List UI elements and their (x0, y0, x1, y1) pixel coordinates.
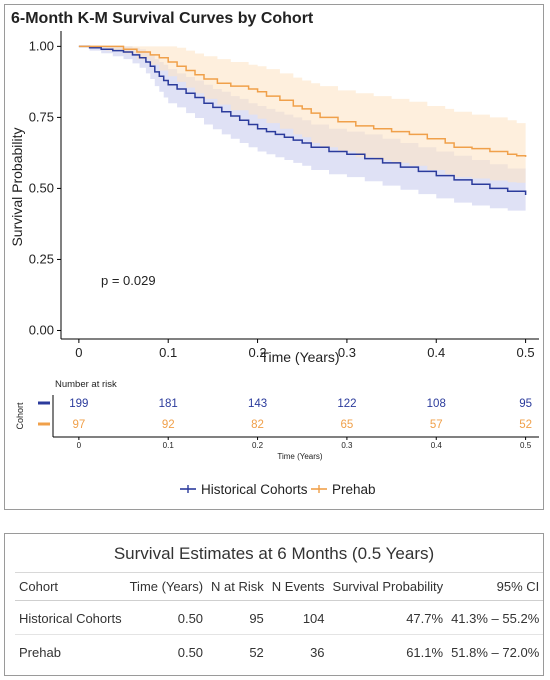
cell-ci: 51.8% – 72.0% (447, 634, 544, 668)
cell-n-at-risk: 95 (249, 611, 264, 626)
p-value-annotation: p = 0.029 (101, 273, 156, 288)
km-curve-historical (78, 45, 527, 195)
x-axis-label: Time (Years) (260, 349, 339, 365)
cell-time: 0.50 (125, 634, 208, 668)
risk-count: 122 (337, 398, 356, 410)
col-header-n-at-risk: N at Risk (207, 572, 268, 601)
risk-count: 65 (341, 419, 354, 431)
cell-survival: 61.1% (328, 634, 448, 668)
survival-estimates-table: Cohort Time (Years) N at Risk N Events S… (15, 572, 544, 668)
y-tick-label: 1.00 (29, 38, 54, 53)
legend-label-historical: Historical Cohorts (201, 482, 308, 497)
col-header-time: Time (Years) (125, 572, 208, 601)
y-tick-label: 0.75 (29, 109, 54, 124)
risk-count: 97 (72, 419, 85, 431)
cell-ci: 41.3% – 55.2% (451, 611, 540, 626)
risk-count: 108 (427, 398, 446, 410)
risk-x-tick-label: 0.2 (252, 441, 264, 450)
cell-n-at-risk: 52 (207, 634, 268, 668)
ci-band-prehab (78, 46, 526, 184)
risk-table-header: Number at risk (55, 379, 117, 390)
col-header-cohort: Cohort (15, 572, 126, 601)
col-header-n-events: N Events (267, 572, 329, 601)
km-chart-svg: 6-Month K-M Survival Curves by Cohort 0.0… (9, 10, 539, 497)
risk-x-tick-label: 0 (77, 441, 82, 450)
risk-count: 52 (519, 419, 532, 431)
cell-cohort: Historical Cohorts (19, 611, 122, 626)
risk-x-tick-label: 0.1 (163, 441, 175, 450)
x-tick-label: 0.5 (517, 345, 535, 360)
col-header-survival: Survival Probability (328, 572, 448, 601)
risk-count: 181 (159, 398, 178, 410)
risk-table-side-label: Cohort (15, 402, 25, 430)
risk-count: 95 (519, 398, 532, 410)
cell-survival: 47.7% (406, 611, 444, 626)
estimates-table-title: Survival Estimates at 6 Months (0.5 Year… (113, 544, 435, 563)
risk-count: 199 (69, 398, 88, 410)
y-tick-label: 0.50 (29, 180, 54, 195)
table-row: Historical Cohorts 0.50 95 104 47.7% 41.… (15, 601, 543, 635)
cell-n-events: 36 (267, 634, 329, 668)
x-tick-label: 0.4 (427, 345, 445, 360)
cell-cohort: Prehab (15, 634, 126, 668)
risk-x-tick-label: 0.4 (431, 441, 443, 450)
risk-count: 143 (248, 398, 267, 410)
legend-label-prehab: Prehab (332, 482, 376, 497)
cell-time: 0.50 (177, 611, 204, 626)
y-tick-label: 0.25 (29, 251, 54, 266)
survival-estimates-panel: Survival Estimates at 6 Months (0.5 Year… (4, 533, 544, 676)
chart-title: 6-Month K-M Survival Curves by Cohort (11, 10, 314, 27)
x-tick-label: 0.2 (249, 345, 267, 360)
x-tick-label: 0.1 (159, 345, 177, 360)
x-tick-label: 0 (75, 345, 82, 360)
km-chart-panel: 6-Month K-M Survival Curves by Cohort 0.0… (4, 4, 544, 510)
risk-x-tick-label: 0.3 (341, 441, 353, 450)
col-header-ci: 95% CI (447, 572, 544, 601)
risk-count: 92 (162, 419, 175, 431)
risk-count: 57 (430, 419, 443, 431)
y-tick-label: 0.00 (29, 322, 54, 337)
risk-x-tick-label: 0.5 (520, 441, 532, 450)
risk-count: 82 (251, 419, 264, 431)
cell-n-events: 104 (302, 611, 325, 626)
risk-x-axis-label: Time (Years) (277, 452, 323, 461)
table-header-row: Cohort Time (Years) N at Risk N Events S… (15, 572, 544, 601)
x-tick-label: 0.3 (338, 345, 356, 360)
km-curve-prehab (78, 45, 527, 157)
y-axis-label: Survival Probability (9, 127, 25, 246)
table-row: Prehab 0.50 52 36 61.1% 51.8% – 72.0% (15, 634, 544, 668)
